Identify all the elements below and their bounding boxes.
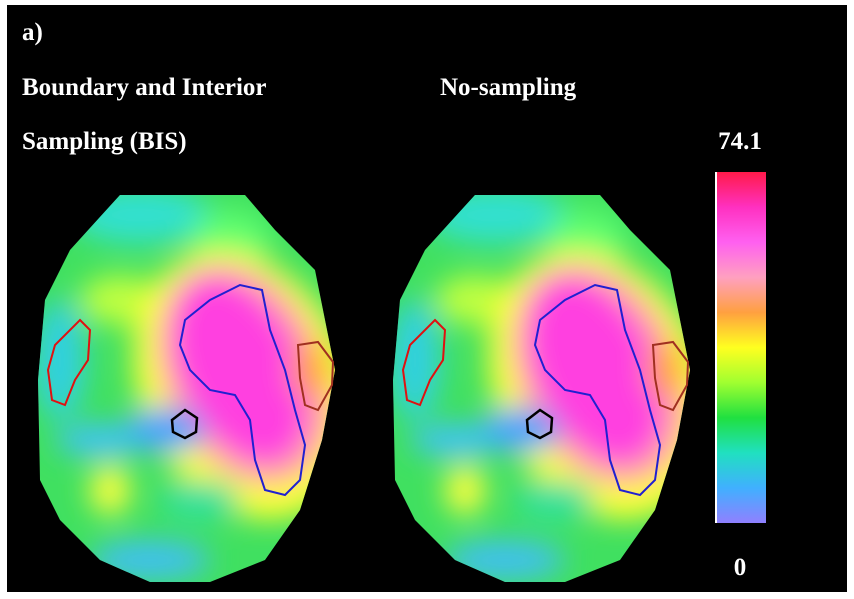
panel-title: No-sampling	[440, 74, 577, 101]
colorbar	[715, 172, 766, 523]
colorbar-min: 0	[734, 554, 747, 581]
panel-title: Sampling (BIS)	[22, 128, 187, 155]
panel-title: Boundary and Interior	[22, 74, 266, 101]
panel-label: a)	[22, 19, 43, 46]
colorbar-max: 74.1	[718, 128, 762, 155]
